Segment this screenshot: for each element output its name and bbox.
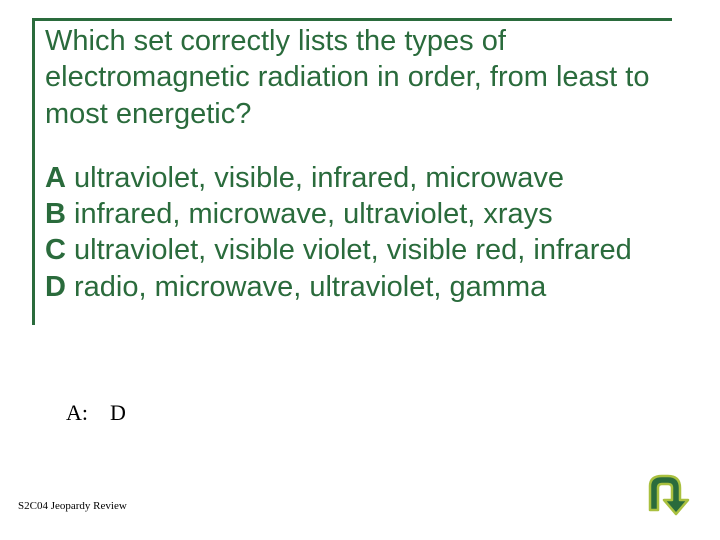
option-a-text: ultraviolet, visible, infrared, microwav… <box>74 162 564 194</box>
option-a-label: A <box>45 162 66 194</box>
option-a: A ultraviolet, visible, infrared, microw… <box>45 160 664 196</box>
options-list: A ultraviolet, visible, infrared, microw… <box>45 160 664 305</box>
answer-prefix: A: <box>66 400 88 425</box>
option-b-text: infrared, microwave, ultraviolet, xrays <box>74 198 553 230</box>
option-d-text: radio, microwave, ultraviolet, gamma <box>74 271 546 303</box>
return-button[interactable] <box>636 470 692 518</box>
slide: Which set correctly lists the types of e… <box>0 0 720 540</box>
option-c: C ultraviolet, visible violet, visible r… <box>45 232 664 268</box>
u-turn-arrow-icon <box>636 470 692 518</box>
footer-text: S2C04 Jeopardy Review <box>18 500 127 512</box>
option-b: B infrared, microwave, ultraviolet, xray… <box>45 196 664 232</box>
question-text: Which set correctly lists the types of e… <box>45 23 664 132</box>
option-b-label: B <box>45 198 66 230</box>
answer-key: A: D <box>66 400 126 426</box>
option-d: D radio, microwave, ultraviolet, gamma <box>45 269 664 305</box>
option-c-label: C <box>45 234 66 266</box>
answer-value: D <box>110 400 126 425</box>
option-c-text: ultraviolet, visible violet, visible red… <box>74 234 632 266</box>
question-box: Which set correctly lists the types of e… <box>32 18 672 325</box>
option-d-label: D <box>45 271 66 303</box>
